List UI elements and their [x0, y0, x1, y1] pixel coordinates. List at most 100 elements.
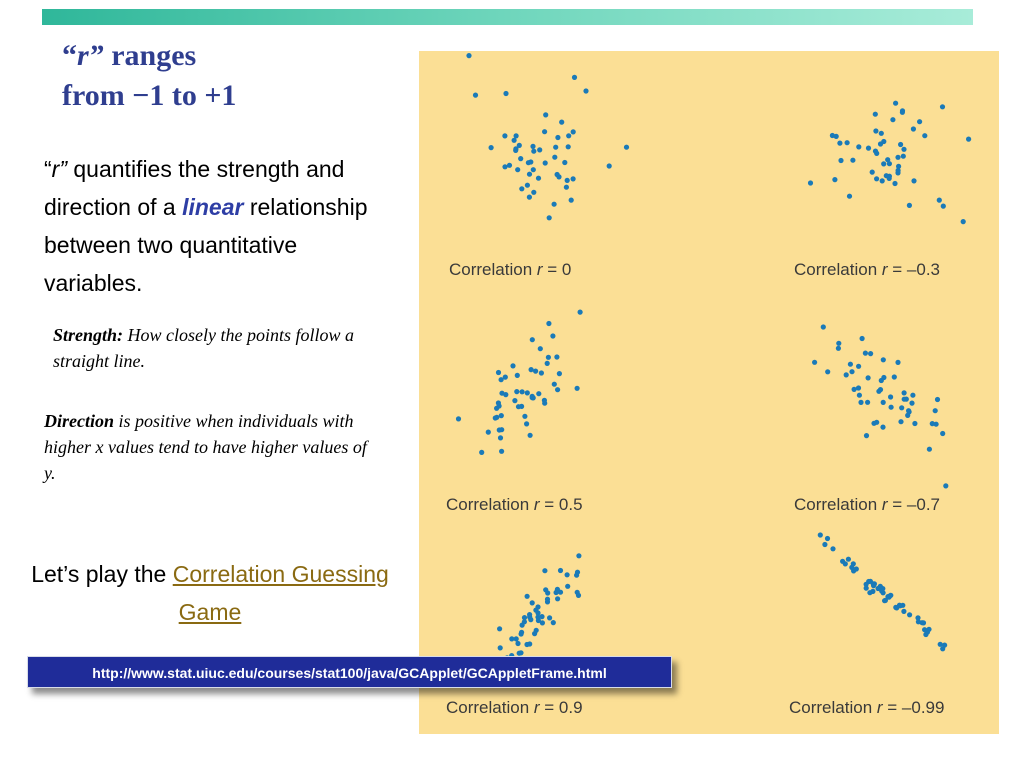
data-point [537, 346, 543, 352]
data-point [940, 203, 946, 209]
data-point [564, 177, 570, 183]
data-point [555, 134, 561, 141]
data-point [542, 129, 548, 135]
data-point [498, 413, 504, 419]
data-point [546, 215, 552, 221]
data-point [528, 617, 534, 623]
data-point [577, 309, 583, 315]
intro-paragraph: “r” quantifies the strength and directio… [44, 156, 368, 296]
data-point [529, 337, 535, 343]
data-point [898, 141, 904, 148]
data-point [856, 363, 862, 369]
data-point [531, 148, 537, 154]
data-point [556, 371, 562, 377]
data-point [888, 404, 894, 410]
data-point [940, 646, 946, 652]
data-point [498, 377, 504, 383]
scatterplot-caption: Correlation r = –0.7 [794, 495, 940, 514]
data-point [832, 177, 838, 183]
data-point [539, 614, 545, 620]
data-point [920, 620, 927, 626]
data-point [535, 617, 541, 624]
data-point [915, 619, 921, 625]
data-point [557, 589, 564, 595]
data-point [519, 389, 525, 395]
data-point [497, 435, 504, 441]
data-point [843, 372, 849, 378]
data-point [880, 424, 886, 430]
data-point [522, 413, 528, 419]
data-point [583, 88, 589, 94]
data-point [844, 140, 850, 146]
data-point [901, 390, 907, 396]
data-point [510, 363, 516, 369]
data-point [568, 197, 574, 203]
data-point [513, 636, 519, 642]
data-point [472, 92, 479, 98]
scatterplot-caption: Correlation r = –0.3 [794, 260, 940, 279]
data-point [835, 345, 841, 351]
data-point [825, 369, 831, 375]
data-point [527, 641, 533, 647]
data-point [529, 600, 535, 606]
data-point [495, 400, 501, 406]
scatterplot-caption: Correlation r = 0.9 [446, 698, 583, 717]
data-point [863, 433, 870, 439]
game-invite: Let’s play the Correlation Guessing Game [31, 561, 389, 625]
data-point [905, 412, 911, 418]
data-point [545, 354, 551, 360]
data-point [850, 561, 856, 567]
data-point [936, 197, 942, 203]
data-point [479, 449, 485, 455]
data-point [502, 164, 508, 170]
title-line-2: from −1 to +1 [62, 79, 237, 112]
data-point [497, 626, 503, 632]
data-point [892, 180, 898, 187]
data-point [519, 186, 525, 192]
data-point [499, 427, 505, 433]
data-point [910, 392, 916, 398]
data-point [546, 320, 552, 327]
data-point [575, 592, 582, 599]
data-point [966, 136, 972, 142]
scatterplot-r-2: Correlation r = 0.5 [446, 309, 583, 514]
data-point [880, 399, 886, 405]
data-point [535, 610, 541, 616]
data-point [574, 385, 580, 391]
data-point [550, 620, 556, 626]
data-point [502, 374, 508, 380]
data-point [531, 189, 537, 195]
strength-note: Strength: How closely the points follow … [53, 325, 355, 371]
data-point [564, 572, 570, 578]
data-point [895, 170, 901, 176]
data-point [940, 430, 946, 437]
correlation-game-link[interactable]: Correlation Guessing Game [172, 561, 389, 625]
data-point [960, 219, 966, 225]
applet-url-bar[interactable]: http://www.stat.uiuc.edu/courses/stat100… [27, 656, 672, 688]
data-point [937, 641, 943, 647]
data-point [885, 594, 891, 600]
data-point [512, 398, 518, 404]
data-point [551, 201, 557, 207]
data-point [547, 615, 553, 621]
data-point [899, 405, 905, 411]
title-line-1: “r” ranges [62, 39, 197, 72]
data-point [533, 368, 539, 374]
data-point [820, 324, 826, 330]
data-point [497, 645, 503, 651]
data-point [876, 388, 882, 394]
data-point [846, 193, 853, 199]
data-point [553, 144, 559, 150]
data-point [571, 74, 578, 80]
data-point [898, 419, 904, 425]
data-point [495, 369, 502, 376]
data-point [879, 588, 885, 594]
strength-label: Strength: [53, 325, 124, 345]
data-point [865, 145, 872, 151]
data-point [529, 393, 535, 399]
data-point [524, 421, 530, 427]
scatterplot-panel: Correlation r = 0 Correlation r = –0.3 Cor… [419, 51, 999, 734]
data-point [939, 104, 946, 110]
data-point [812, 359, 818, 365]
data-point [519, 629, 525, 635]
